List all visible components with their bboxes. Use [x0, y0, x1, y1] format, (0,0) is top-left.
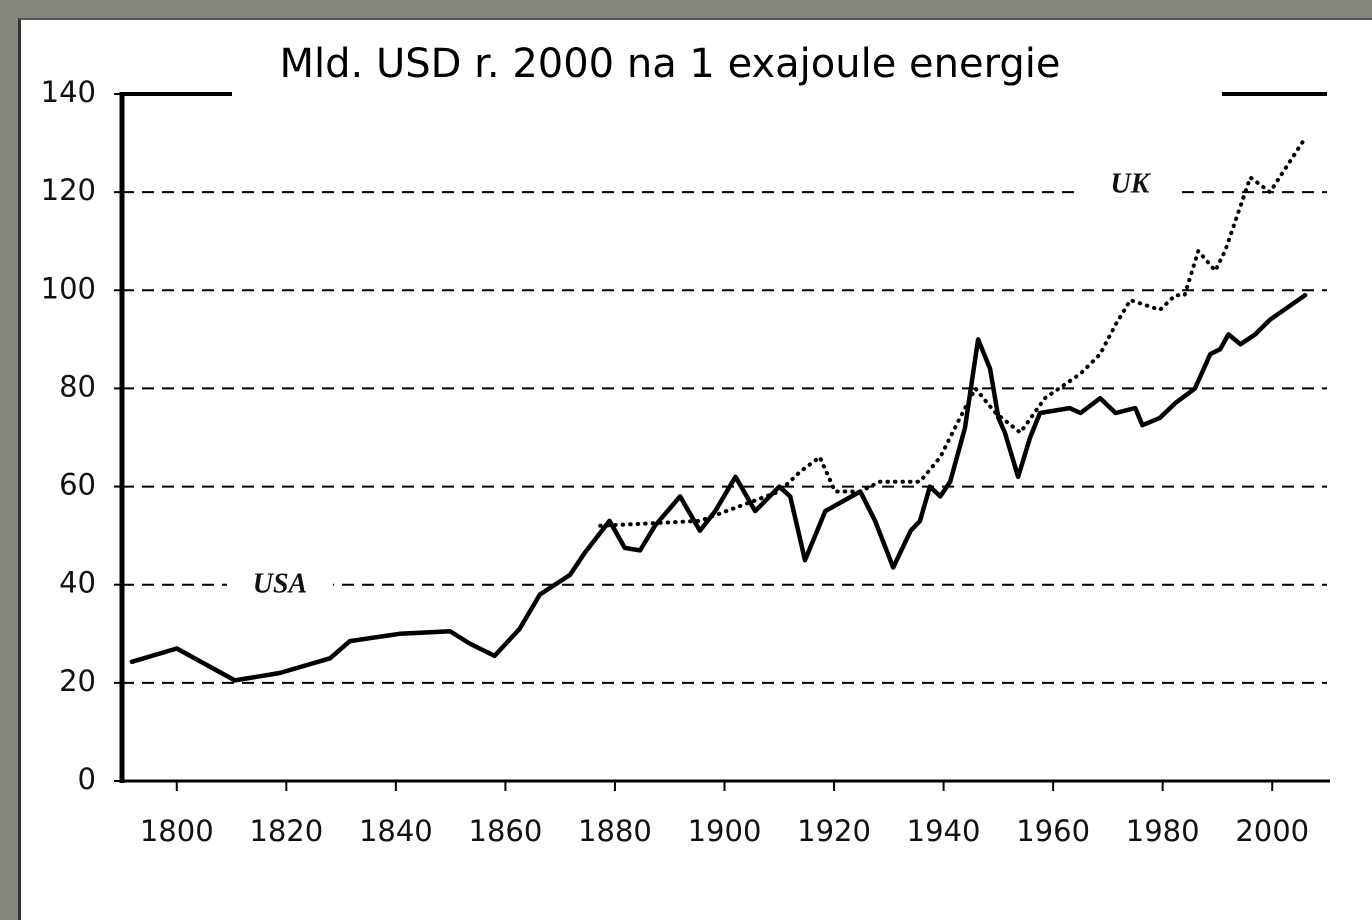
x-tick-label: 1920	[797, 814, 871, 848]
series-label: USA	[253, 568, 307, 599]
y-tick-label: 120	[41, 173, 96, 207]
x-tick-label: 2000	[1235, 814, 1309, 848]
marks-layer	[129, 136, 1308, 683]
x-tick-label: 1980	[1126, 814, 1200, 848]
series-line	[598, 136, 1308, 528]
y-tick-label: 100	[41, 271, 96, 305]
y-tick-label: 0	[78, 762, 96, 796]
x-tick-label: 1800	[140, 814, 214, 848]
x-tick-label: 1940	[907, 814, 981, 848]
x-tick-label: 1820	[249, 814, 323, 848]
series-label: UK	[1111, 168, 1152, 199]
y-tick-label: 20	[59, 664, 96, 698]
title-box	[232, 36, 1222, 102]
x-tick-label: 1900	[688, 814, 762, 848]
chart-title: Mld. USD r. 2000 na 1 exajoule energie	[280, 41, 1061, 87]
x-tick-label: 1880	[578, 814, 652, 848]
y-tick-label: 40	[59, 566, 96, 600]
series-line	[129, 292, 1308, 683]
labels-layer: 0 20 40 60 80 100 120 140 1800 1820 1840 1860 1880 19…	[41, 75, 1309, 848]
x-tick-label: 1840	[359, 814, 433, 848]
y-tick-label: 60	[59, 468, 96, 502]
x-tick-label: 1960	[1016, 814, 1090, 848]
y-tick-label: 80	[59, 369, 96, 403]
y-tick-label: 140	[41, 75, 96, 109]
x-tick-label: 1860	[469, 814, 543, 848]
label-box	[1082, 166, 1178, 206]
label-box	[227, 566, 333, 606]
